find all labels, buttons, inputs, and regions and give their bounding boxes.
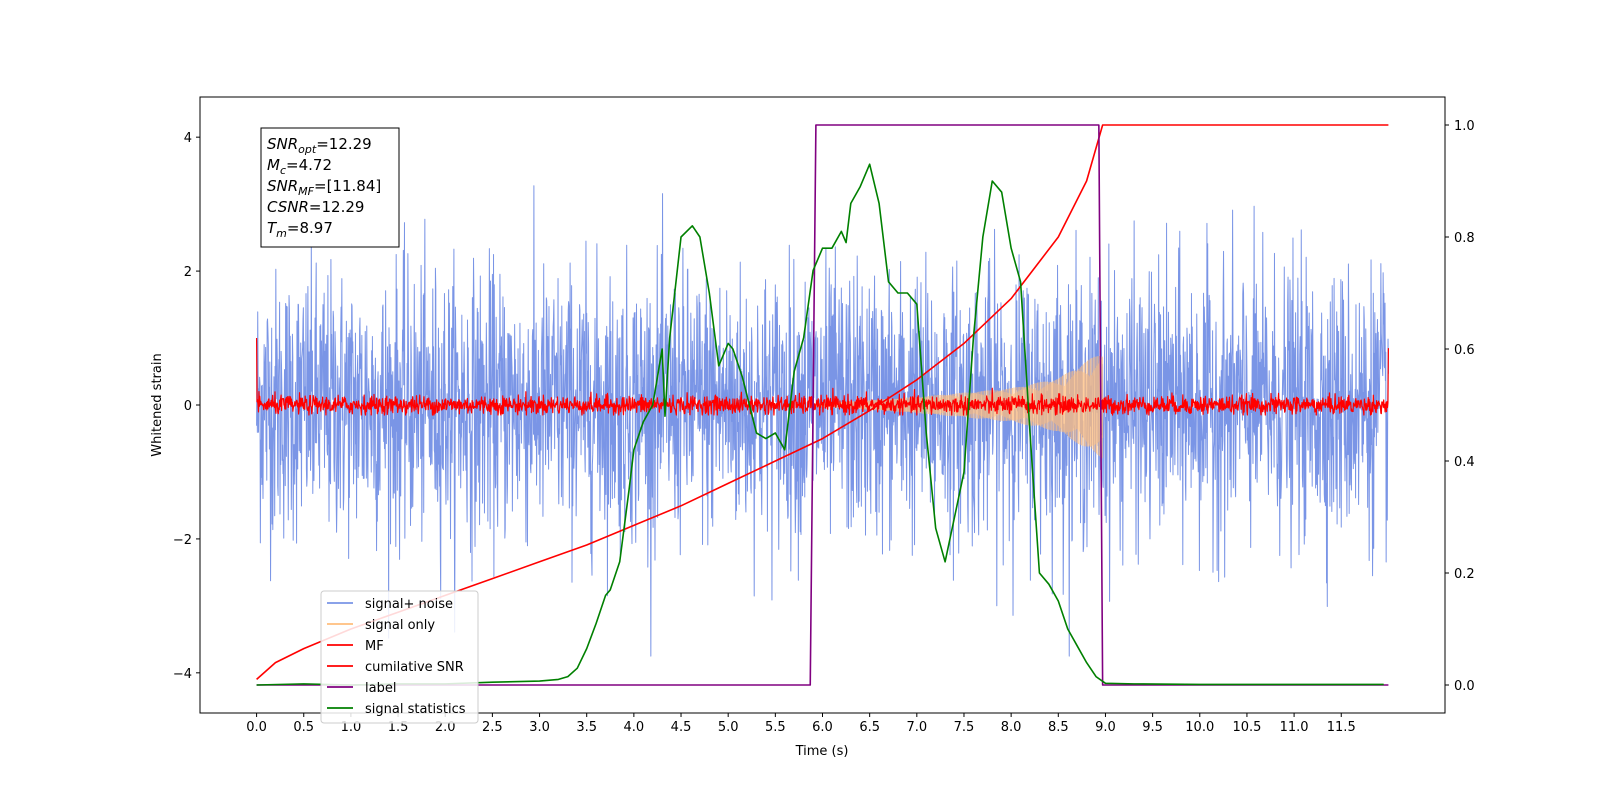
- legend-label: MF: [365, 639, 384, 654]
- y-tick-label: −2: [173, 533, 192, 548]
- info-box-line: CSNR=12.29: [267, 198, 364, 216]
- x-tick-label: 4.0: [624, 720, 645, 735]
- x-tick-label: 10.5: [1232, 720, 1261, 735]
- x-tick-label: 6.0: [812, 720, 833, 735]
- y2-tick-label: 0.8: [1454, 231, 1475, 246]
- x-tick-label: 1.0: [341, 720, 362, 735]
- x-tick-label: 9.0: [1095, 720, 1116, 735]
- legend-label: cumilative SNR: [365, 660, 464, 675]
- y-tick-label: 4: [184, 131, 192, 146]
- signal-noise-line: [256, 185, 1389, 657]
- info-box-line: SNRopt=12.29: [267, 135, 372, 156]
- y-tick-label: 2: [184, 265, 192, 280]
- legend-label: signal+ noise: [365, 597, 453, 612]
- y2-tick-label: 0.0: [1454, 679, 1475, 694]
- x-tick-label: 3.5: [576, 720, 597, 735]
- x-tick-label: 1.5: [388, 720, 409, 735]
- x-tick-label: 0.0: [246, 720, 267, 735]
- y2-tick-label: 0.6: [1454, 343, 1475, 358]
- x-tick-label: 11.0: [1280, 720, 1309, 735]
- legend-label: label: [365, 681, 396, 696]
- legend-label: signal statistics: [365, 702, 466, 717]
- x-tick-label: 4.5: [671, 720, 692, 735]
- x-tick-label: 2.5: [482, 720, 503, 735]
- signal-statistics-line: [256, 163, 1384, 686]
- y2-tick-label: 1.0: [1454, 119, 1475, 134]
- x-tick-label: 8.0: [1001, 720, 1022, 735]
- x-tick-label: 8.5: [1048, 720, 1069, 735]
- mf-line: [255, 338, 1390, 416]
- info-box-line: Tm=8.97: [267, 219, 333, 240]
- label-line: [256, 124, 1389, 686]
- y-tick-label: 0: [184, 399, 192, 414]
- x-tick-label: 9.5: [1142, 720, 1163, 735]
- axes: 0.0 0.5 1.0 1.5 2.0 2.5 3.0 3.5 4.0 4.5 5.0 5.5 6.0 6…: [173, 119, 1475, 735]
- legend: signal+ noise signal only MF cumilative SNR…: [320, 590, 479, 724]
- x-tick-label: 7.0: [906, 720, 927, 735]
- legend-frame: [320, 590, 479, 724]
- info-box-line: Mc=4.72: [267, 156, 332, 177]
- x-tick-label: 0.5: [293, 720, 314, 735]
- info-box: SNRopt=12.29Mc=4.72SNRMF=[11.84]CSNR=12.…: [260, 127, 400, 248]
- info-box-frame: [260, 127, 400, 248]
- legend-label: signal only: [365, 618, 435, 633]
- x-tick-label: 3.0: [529, 720, 550, 735]
- y-tick-label: −4: [173, 667, 192, 682]
- x-tick-label: 6.5: [859, 720, 880, 735]
- y2-tick-label: 0.4: [1454, 455, 1475, 470]
- x-tick-label: 2.0: [435, 720, 456, 735]
- x-tick-label: 10.0: [1185, 720, 1214, 735]
- x-axis-label: Time (s): [795, 744, 849, 759]
- x-tick-label: 7.5: [954, 720, 975, 735]
- x-tick-label: 11.5: [1327, 720, 1356, 735]
- y-axis-label: Whitened strain: [150, 353, 165, 456]
- info-box-line: SNRMF=[11.84]: [267, 177, 381, 198]
- x-tick-label: 5.0: [718, 720, 739, 735]
- y2-tick-label: 0.2: [1454, 567, 1475, 582]
- x-tick-label: 5.5: [765, 720, 786, 735]
